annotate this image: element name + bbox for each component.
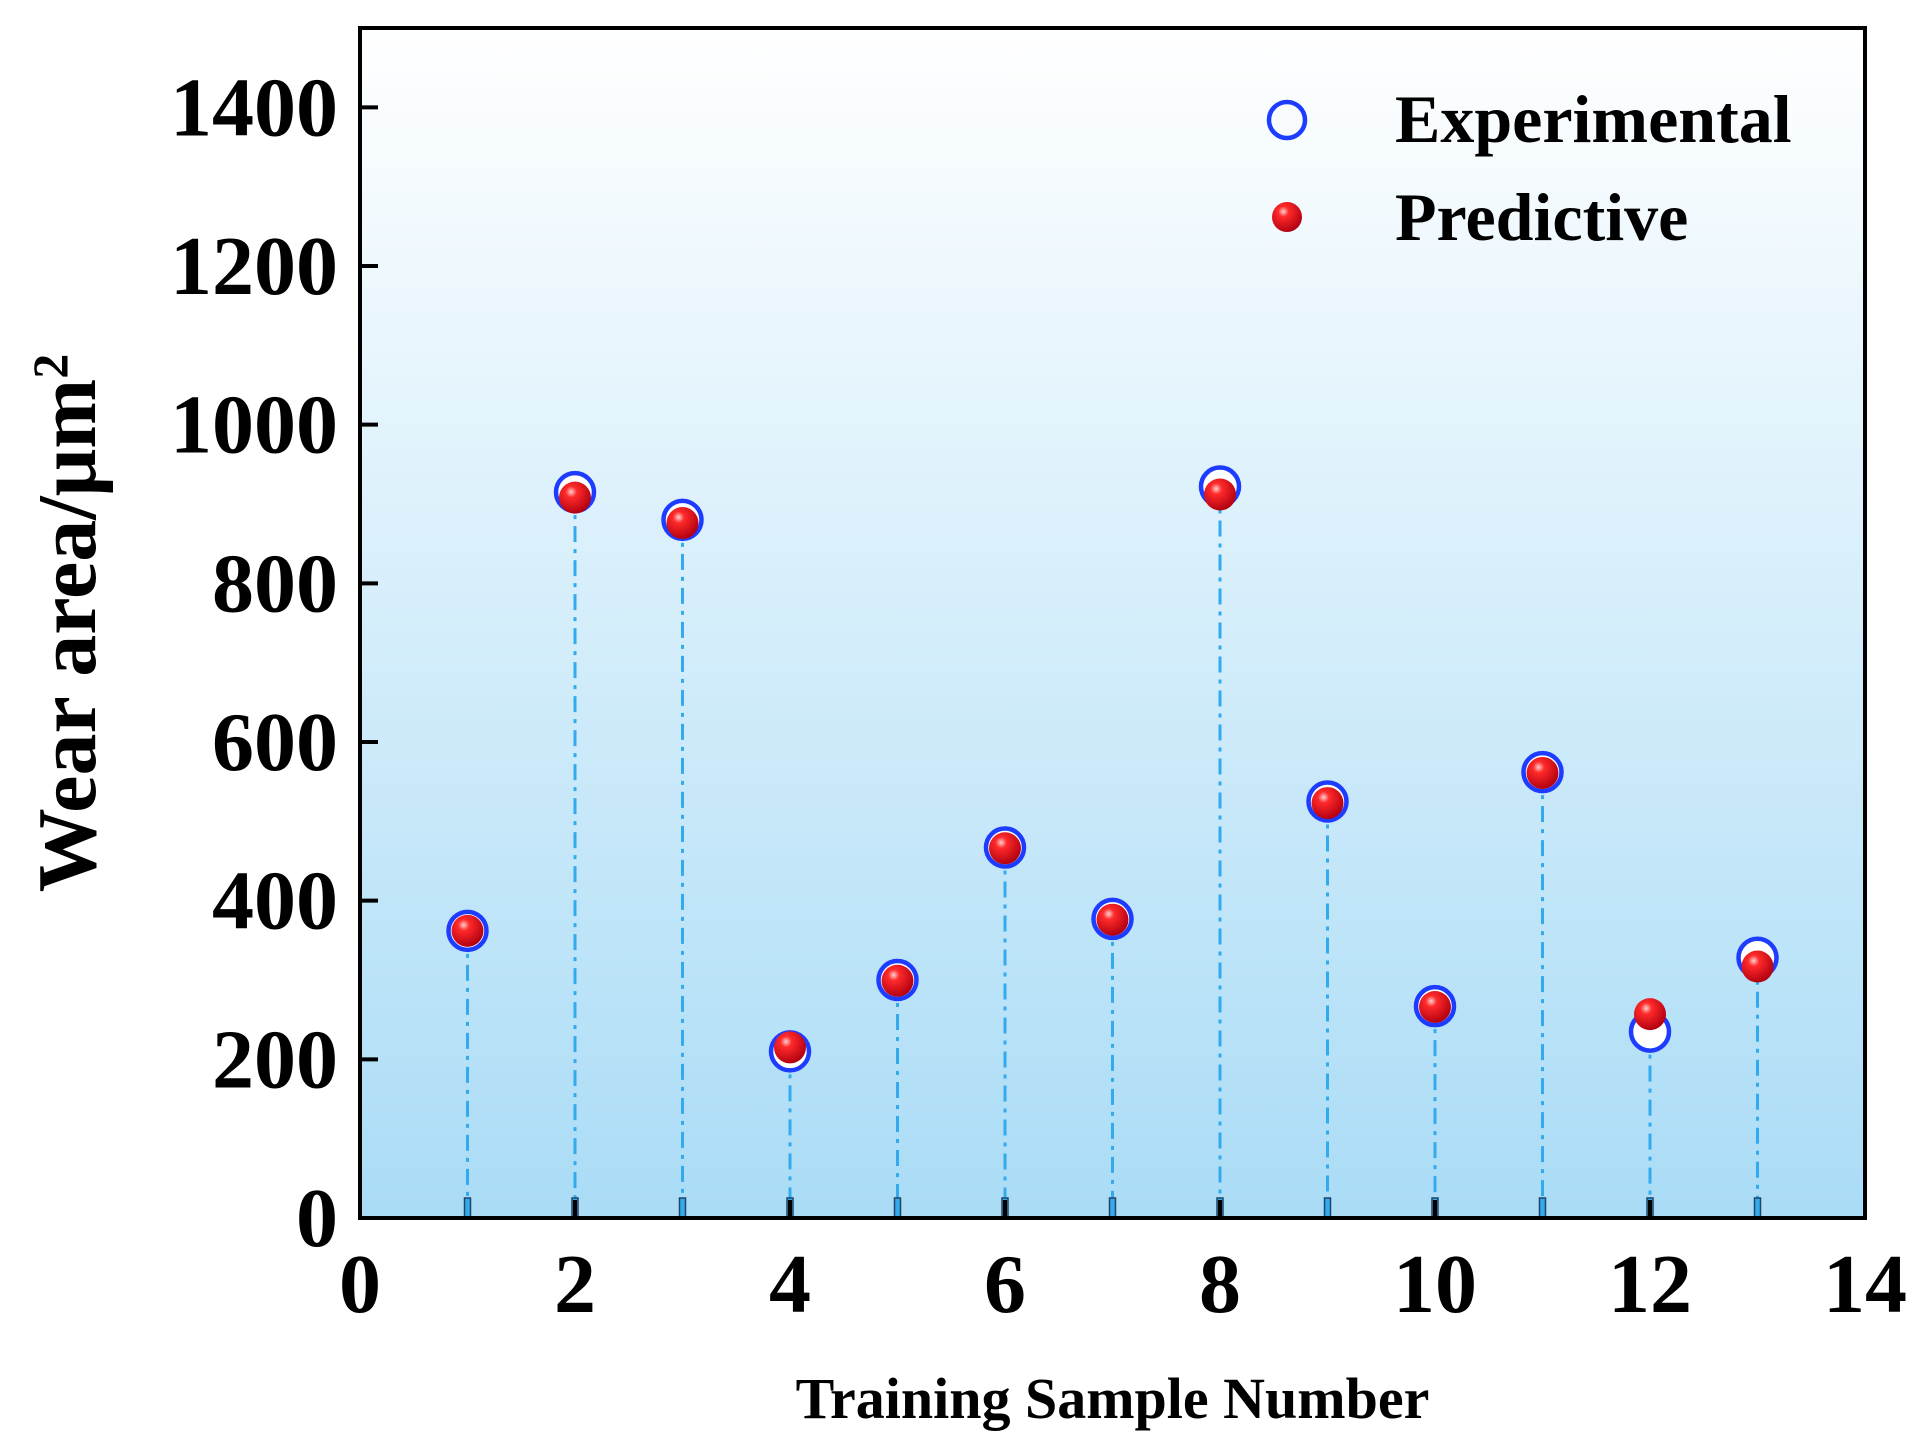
y-tick-label: 800 — [212, 537, 338, 630]
drop-line-base — [1753, 1197, 1762, 1219]
predictive-point — [989, 832, 1021, 865]
y-tick-label: 0 — [296, 1172, 338, 1265]
drop-line-base — [893, 1197, 902, 1219]
plot-area — [360, 28, 1865, 1218]
x-tick-label: 8 — [1199, 1238, 1241, 1331]
drop-line-base — [463, 1197, 472, 1219]
predictive-point — [1204, 478, 1236, 511]
y-tick-label: 1400 — [170, 61, 338, 154]
predictive-point — [451, 914, 484, 947]
x-tick-label: 14 — [1823, 1238, 1907, 1331]
legend-predictive-marker — [1272, 202, 1302, 232]
x-tick-label: 6 — [984, 1238, 1026, 1331]
plot-frame — [358, 26, 1867, 1220]
predictive-point — [666, 507, 699, 540]
x-tick-label: 2 — [554, 1238, 596, 1331]
y-axis: 0 200 400 600 800 1000 1200 1400 — [170, 61, 378, 1265]
x-tick-label: 12 — [1608, 1238, 1692, 1331]
predictive-point — [1526, 756, 1559, 789]
predictive-point — [1634, 998, 1666, 1031]
predictive-point — [559, 481, 591, 514]
predictive-point — [1311, 787, 1344, 820]
drop-line-base — [678, 1197, 687, 1219]
drop-line-base — [1108, 1197, 1117, 1219]
legend-experimental-label: Experimental — [1395, 81, 1792, 157]
legend-predictive-label: Predictive — [1395, 179, 1688, 255]
legend: Experimental Predictive — [1266, 81, 1792, 255]
y-tick-label: 600 — [212, 696, 338, 789]
drop-line-base — [1323, 1197, 1332, 1219]
predictive-point — [774, 1031, 806, 1064]
drop-line-base — [1538, 1197, 1547, 1219]
y-tick-label: 200 — [212, 1013, 338, 1106]
x-tick-label: 4 — [769, 1238, 811, 1331]
predictive-point — [1419, 990, 1451, 1023]
predictive-series — [451, 478, 1774, 1064]
x-tick-label: 10 — [1393, 1238, 1477, 1331]
y-tick-label: 1000 — [170, 379, 338, 472]
x-axis: 0 2 4 6 8 10 12 14 — [339, 1200, 1907, 1331]
predictive-point — [1096, 903, 1129, 936]
predictive-point — [1741, 950, 1774, 983]
x-axis-label: Training Sample Number — [796, 1366, 1430, 1431]
y-axis-label: Wear area/μm2 — [21, 354, 114, 892]
legend-experimental-marker — [1266, 99, 1308, 141]
y-tick-label: 400 — [212, 855, 338, 948]
x-tick-label: 0 — [339, 1238, 381, 1331]
y-tick-label: 1200 — [170, 220, 338, 313]
predictive-point — [881, 964, 914, 997]
